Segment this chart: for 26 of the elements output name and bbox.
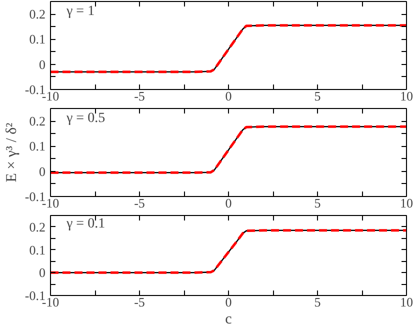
x-tick-label: -5	[134, 196, 145, 210]
y-axis-title: E × γ³ / δ²	[4, 122, 20, 182]
annotation: γ = 0.1	[66, 216, 106, 232]
x-tick-label: -5	[134, 294, 145, 310]
y-tick-label: 0	[39, 56, 46, 72]
x-tick-label: 0	[225, 88, 232, 104]
x-tick-label: 10	[400, 88, 413, 104]
y-tick-label: 0.1	[29, 138, 46, 154]
x-tick-label: 5	[314, 294, 321, 310]
x-tick-label: 5	[314, 196, 321, 210]
y-tick-label: 0	[39, 265, 46, 280]
y-tick-label: 0.2	[29, 114, 46, 129]
x-tick-label: 0	[225, 196, 232, 210]
annotation: γ = 1	[66, 4, 95, 20]
x-tick-label: -5	[134, 88, 145, 104]
x-tick-label: 0	[225, 294, 232, 310]
annotation: γ = 0.5	[66, 111, 106, 126]
y-tick-label: 0.2	[29, 219, 46, 234]
x-axis-title: c	[225, 312, 232, 328]
y-tick-label: 0.1	[29, 32, 46, 47]
y-tick-label: 0.2	[29, 6, 46, 22]
x-tick-label: 10	[400, 294, 413, 310]
x-tick-label: 5	[314, 88, 321, 104]
y-tick-label: 0	[39, 164, 46, 179]
x-tick-label: 10	[400, 196, 413, 210]
y-tick-label: 0.1	[29, 242, 46, 258]
